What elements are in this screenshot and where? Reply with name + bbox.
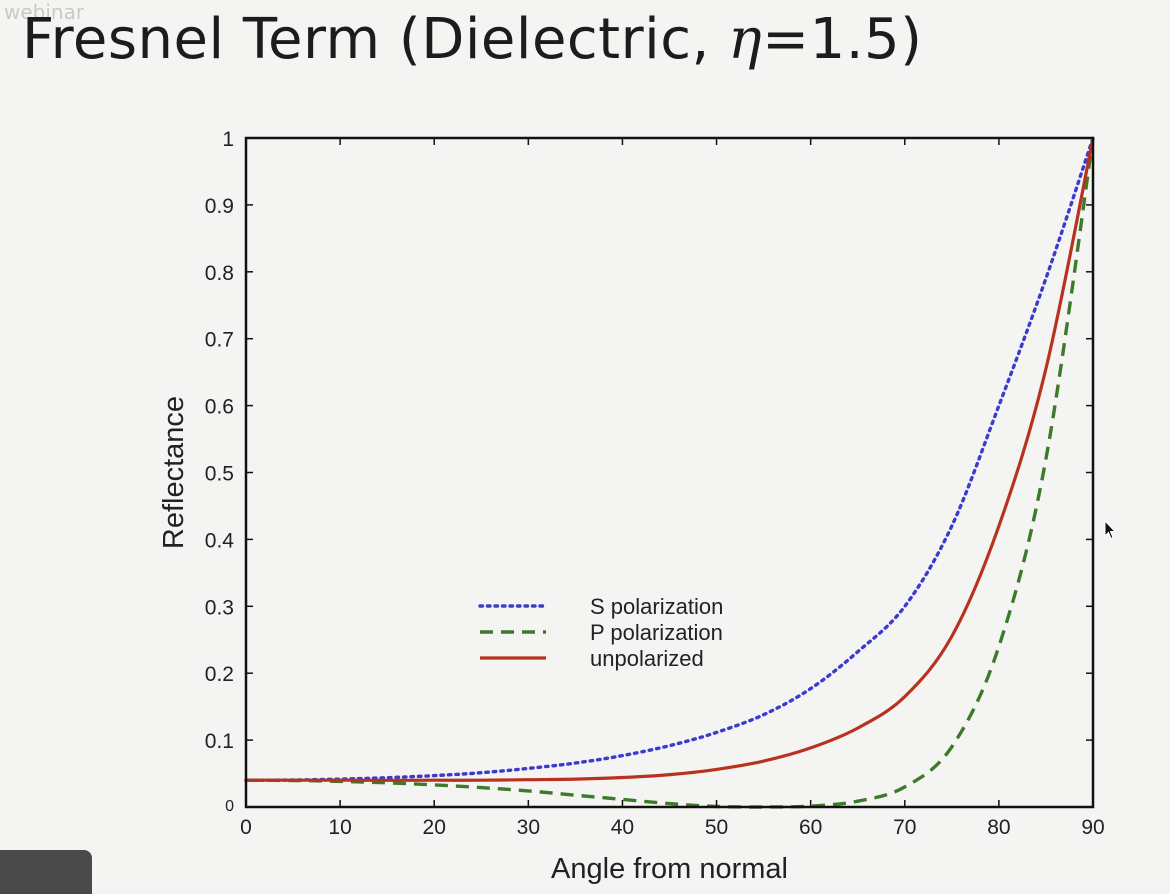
series-line-p-polarization <box>245 137 1095 809</box>
presenter-video-thumbnail <box>0 850 92 894</box>
mouse-cursor-icon <box>1104 520 1116 540</box>
legend-label: P polarization <box>590 620 723 645</box>
x-tick-label: 10 <box>328 816 351 839</box>
chart-marks <box>244 136 1095 809</box>
x-tick-label: 90 <box>1081 816 1104 839</box>
x-tick-label: 0 <box>240 816 252 839</box>
series-line-s-polarization <box>244 136 1095 782</box>
plot-frame <box>244 136 1095 809</box>
title-eta-symbol: η <box>728 7 763 72</box>
y-axis-label: Reflectance <box>158 396 190 549</box>
y-tick-label: 0.5 <box>205 463 234 486</box>
y-tick-label: 0.8 <box>205 262 234 285</box>
x-tick-label: 70 <box>893 816 916 839</box>
y-tick-label: 0.3 <box>205 596 234 619</box>
y-tick-label: 0.6 <box>205 396 234 419</box>
x-tick-label: 60 <box>799 816 822 839</box>
x-axis-label: Angle from normal <box>551 853 788 885</box>
title-prefix: Fresnel Term (Dielectric, <box>22 7 729 72</box>
x-tick-label: 30 <box>517 816 540 839</box>
x-tick-label: 50 <box>705 816 728 839</box>
title-suffix: =1.5) <box>762 7 923 72</box>
y-tick-label: 0.1 <box>205 730 234 753</box>
y-tick-label: 0.2 <box>205 663 234 686</box>
watermark-text: webinar <box>4 0 85 24</box>
y-tick-label: 0.4 <box>205 529 235 552</box>
x-tick-label: 80 <box>987 816 1010 839</box>
x-tick-label: 20 <box>423 816 446 839</box>
y-tick-label: 1 <box>222 128 234 151</box>
legend-label: unpolarized <box>590 646 704 671</box>
slide-title: Fresnel Term (Dielectric, η=1.5) <box>22 2 923 78</box>
y-tick-label: 0.7 <box>205 329 234 352</box>
y-tick-label: 0 <box>225 798 234 815</box>
legend-label: S polarization <box>590 594 723 619</box>
x-tick-label: 40 <box>611 816 634 839</box>
y-tick-label: 0.9 <box>205 195 234 218</box>
series-line-unpolarized <box>246 137 1095 782</box>
